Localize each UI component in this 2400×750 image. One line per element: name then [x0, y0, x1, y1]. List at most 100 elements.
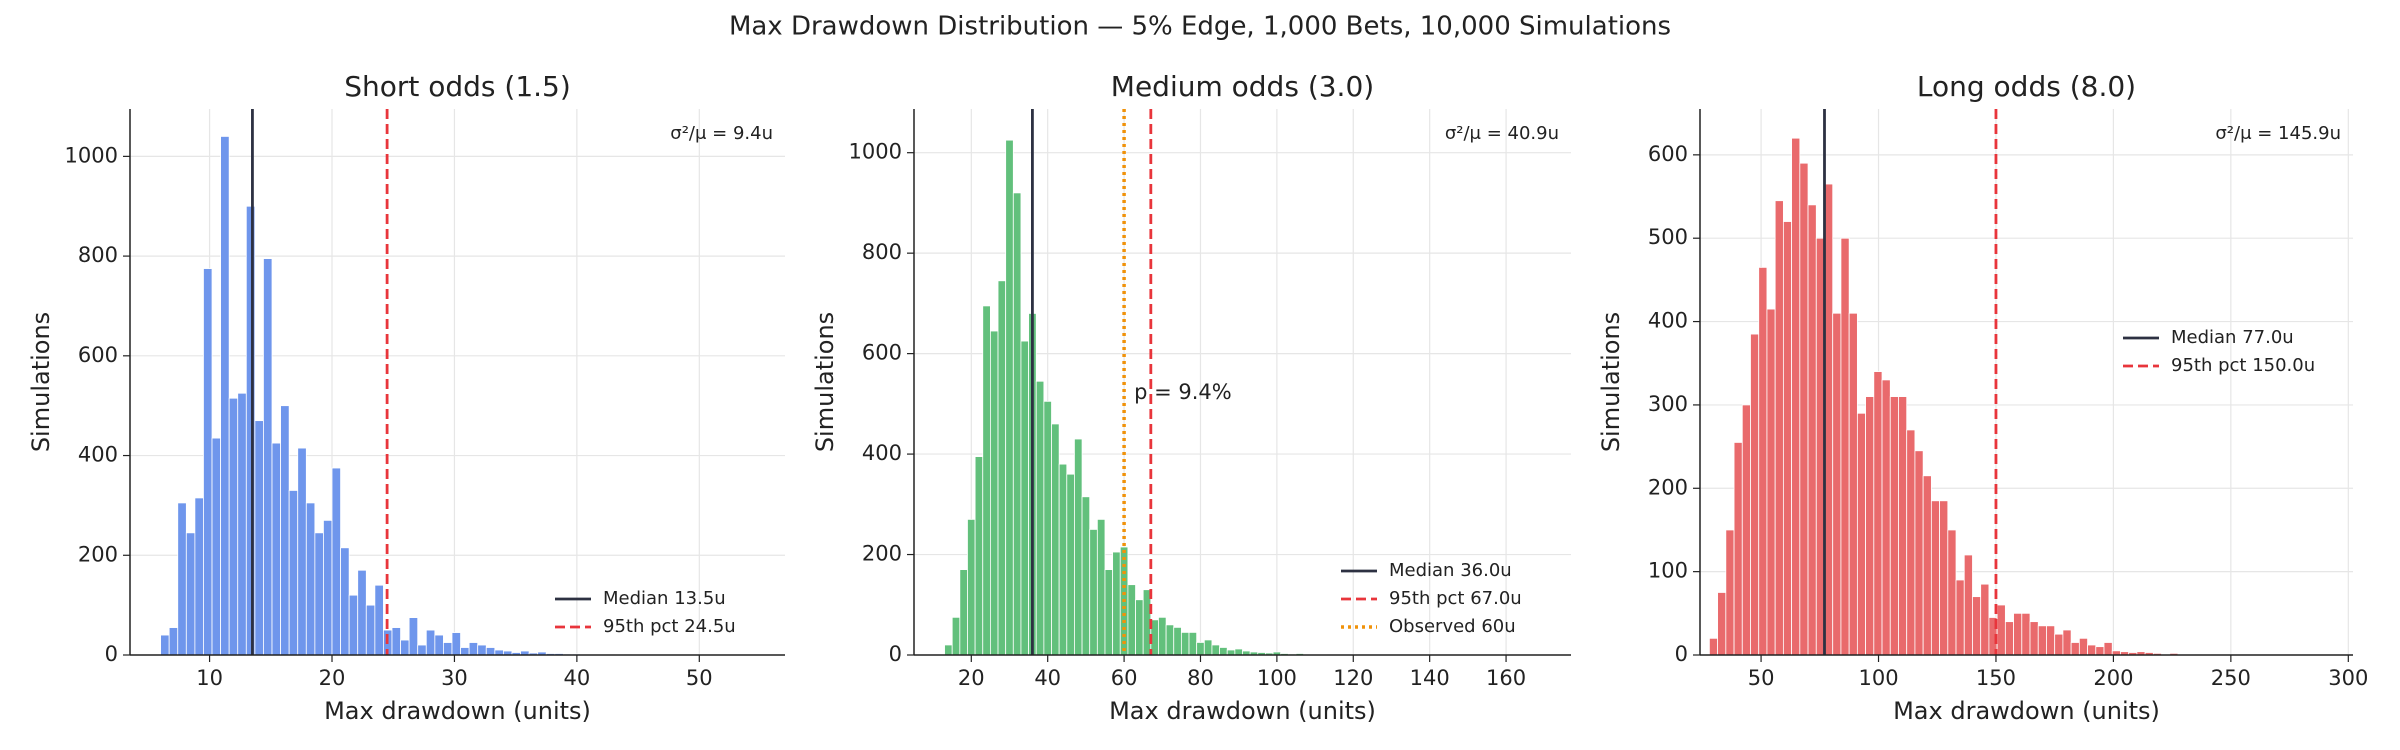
bar — [1234, 648, 1243, 656]
x-tick-label: 20 — [319, 666, 346, 690]
x-tick-label: 160 — [1486, 666, 1526, 690]
bar — [1791, 137, 1801, 656]
bar — [1856, 412, 1866, 656]
x-tick-label: 200 — [2093, 666, 2133, 690]
bar — [1980, 583, 1990, 656]
y-axis-label: Simulations — [811, 312, 839, 452]
x-tick-label: 100 — [1858, 666, 1898, 690]
bar — [1848, 312, 1858, 656]
bar — [2037, 625, 2047, 656]
bar — [391, 627, 401, 656]
chart-title: Long odds (8.0) — [1917, 70, 2136, 103]
bar — [1832, 312, 1842, 656]
bar — [451, 632, 461, 656]
x-tick-label: 120 — [1333, 666, 1373, 690]
y-tick-label: 500 — [1648, 225, 1688, 249]
bar — [1881, 379, 1891, 656]
bar — [203, 268, 213, 656]
bar — [1135, 599, 1144, 656]
figure-title: Max Drawdown Distribution — 5% Edge, 1,0… — [729, 12, 1671, 42]
x-tick-label: 10 — [196, 666, 223, 690]
bar — [1005, 139, 1014, 656]
y-tick-label: 0 — [1675, 642, 1688, 666]
bar — [1226, 649, 1236, 656]
y-tick-label: 600 — [78, 343, 118, 367]
bar — [254, 420, 264, 656]
bar — [1955, 579, 1965, 656]
legend-label: Median 13.5u — [603, 588, 726, 609]
bar — [1717, 592, 1727, 656]
x-tick-label: 140 — [1410, 666, 1450, 690]
bar — [1051, 423, 1060, 656]
legend-label: Median 77.0u — [2171, 327, 2294, 348]
bar — [1774, 200, 1784, 656]
bar — [1219, 647, 1228, 656]
bar — [1947, 529, 1957, 656]
bar — [331, 467, 341, 656]
chart-title: Medium odds (3.0) — [1111, 70, 1374, 103]
legend-label: 95th pct 150.0u — [2171, 355, 2315, 376]
bar — [1725, 529, 1735, 656]
bar — [2095, 646, 2105, 656]
legend-label: Observed 60u — [1389, 616, 1516, 637]
bar — [1058, 463, 1068, 656]
x-tick-label: 300 — [2328, 666, 2368, 690]
bar — [1074, 438, 1083, 656]
bar — [974, 456, 984, 656]
x-tick-label: 80 — [1187, 666, 1214, 690]
bar — [1799, 162, 1809, 656]
y-tick-label: 1000 — [65, 143, 118, 167]
bar — [340, 547, 350, 656]
bar — [460, 647, 470, 656]
x-axis-label: Max drawdown (units) — [1109, 697, 1376, 725]
bar — [1012, 192, 1022, 656]
bar — [1020, 340, 1029, 656]
bar — [314, 532, 324, 656]
x-tick-label: 30 — [441, 666, 468, 690]
y-axis-label: Simulations — [27, 312, 55, 452]
bar — [997, 280, 1007, 656]
bar — [1840, 237, 1850, 656]
x-tick-label: 50 — [1748, 666, 1775, 690]
bar — [967, 518, 976, 656]
bar — [2013, 612, 2023, 656]
x-axis-label: Max drawdown (units) — [1893, 697, 2160, 725]
bar — [1180, 631, 1190, 656]
bar — [2054, 633, 2064, 656]
bar — [1914, 450, 1924, 656]
bar — [211, 437, 221, 656]
x-tick-label: 20 — [958, 666, 985, 690]
bar — [288, 490, 299, 656]
bar — [1758, 266, 1768, 656]
bar — [434, 634, 444, 656]
bar — [1173, 626, 1182, 656]
bar — [1112, 551, 1121, 656]
bar — [237, 392, 247, 656]
bar — [194, 497, 204, 656]
bar — [1035, 380, 1045, 656]
y-tick-label: 800 — [862, 240, 902, 264]
bar — [2103, 642, 2113, 656]
bar — [2070, 642, 2080, 656]
bar — [2029, 621, 2039, 656]
bar — [1922, 475, 1932, 656]
bar — [1203, 639, 1213, 656]
bar — [1906, 429, 1916, 656]
bar — [1158, 616, 1167, 656]
bar — [2004, 621, 2014, 656]
bar — [2078, 637, 2088, 656]
bar — [951, 616, 961, 656]
bar — [374, 584, 384, 656]
y-axis-label: Simulations — [1597, 312, 1625, 452]
bar — [1733, 442, 1743, 656]
x-axis-label: Max drawdown (units) — [324, 697, 591, 725]
annotation: σ²/μ = 145.9u — [2215, 123, 2341, 144]
x-tick-label: 100 — [1257, 666, 1297, 690]
bar — [1127, 584, 1136, 656]
bar — [1898, 396, 1908, 656]
bar — [425, 629, 436, 656]
bar — [2046, 625, 2056, 656]
y-tick-label: 200 — [78, 542, 118, 566]
bar — [1807, 204, 1817, 656]
